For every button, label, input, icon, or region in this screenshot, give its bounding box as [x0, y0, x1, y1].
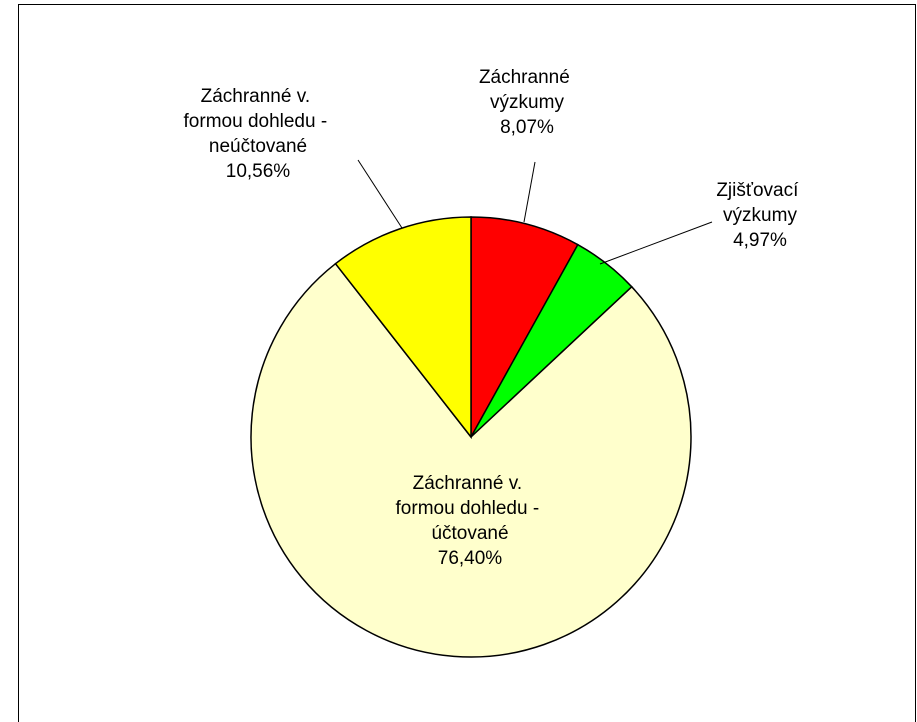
slice-label: Zjišťovací výzkumy	[716, 180, 803, 226]
leader-line	[599, 221, 713, 265]
slice-value-label: 4,97%	[733, 230, 787, 251]
leader-line	[523, 161, 536, 223]
leader-line	[357, 159, 403, 229]
slice-value-label: 76,40%	[438, 548, 503, 569]
slice-value-label: 10,56%	[226, 161, 291, 182]
pie-slice	[470, 216, 579, 440]
pie-slice	[334, 216, 472, 440]
pie-slice	[250, 262, 692, 658]
slice-label: Záchranné v. formou dohledu - neúčtované	[184, 86, 333, 157]
slice-value-label: 8,07%	[500, 117, 554, 138]
slice-label: Záchranné výzkumy	[479, 67, 575, 113]
slice-label: Záchranné v. formou dohledu - účtované	[396, 473, 545, 544]
